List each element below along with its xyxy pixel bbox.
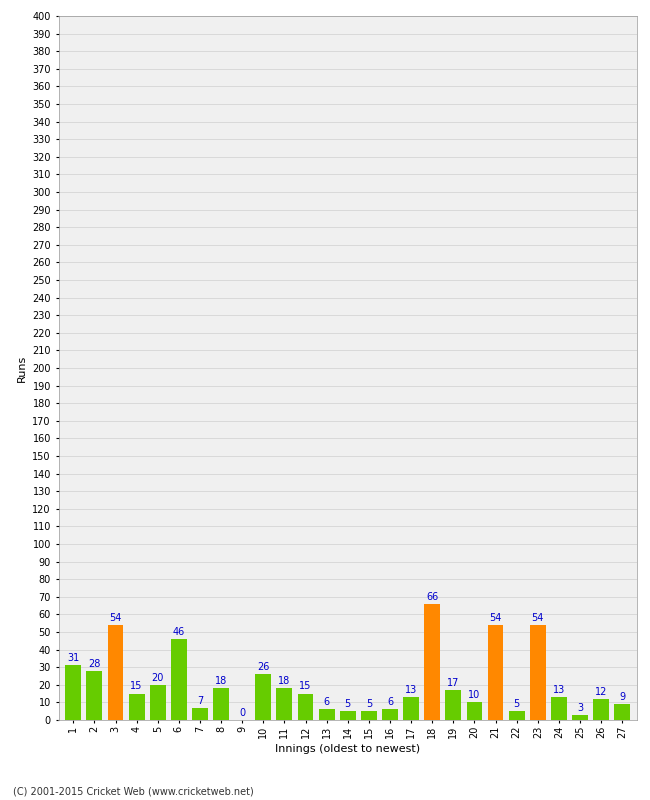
Text: 13: 13 (405, 685, 417, 695)
Text: 15: 15 (300, 682, 312, 691)
Bar (298, 694, 313, 720)
Text: 13: 13 (552, 685, 565, 695)
Bar (66, 666, 81, 720)
Bar (171, 639, 187, 720)
Text: 31: 31 (67, 654, 79, 663)
Bar (276, 688, 292, 720)
Text: 17: 17 (447, 678, 460, 688)
Text: 54: 54 (489, 613, 502, 623)
Bar (593, 699, 609, 720)
Text: 26: 26 (257, 662, 270, 672)
Bar (361, 711, 377, 720)
Text: 6: 6 (387, 698, 393, 707)
Text: 9: 9 (619, 692, 625, 702)
Text: 5: 5 (344, 699, 351, 709)
Text: 6: 6 (324, 698, 330, 707)
Text: 66: 66 (426, 592, 438, 602)
Text: 46: 46 (173, 627, 185, 637)
Text: 28: 28 (88, 658, 101, 669)
Bar (424, 604, 440, 720)
Y-axis label: Runs: Runs (17, 354, 27, 382)
Bar (551, 697, 567, 720)
Text: 54: 54 (109, 613, 122, 623)
Bar (192, 708, 208, 720)
Bar (445, 690, 462, 720)
Bar (150, 685, 166, 720)
Bar (530, 625, 546, 720)
Text: 20: 20 (151, 673, 164, 682)
Text: 5: 5 (366, 699, 372, 709)
Bar (382, 710, 398, 720)
Bar (509, 711, 525, 720)
Bar (129, 694, 144, 720)
Text: (C) 2001-2015 Cricket Web (www.cricketweb.net): (C) 2001-2015 Cricket Web (www.cricketwe… (13, 786, 254, 796)
Bar (403, 697, 419, 720)
Text: 10: 10 (468, 690, 480, 700)
Text: 7: 7 (197, 695, 203, 706)
Bar (86, 670, 102, 720)
Bar (255, 674, 271, 720)
Text: 18: 18 (215, 676, 227, 686)
Bar (213, 688, 229, 720)
Bar (488, 625, 504, 720)
Text: 3: 3 (577, 702, 583, 713)
Text: 0: 0 (239, 708, 245, 718)
Bar (572, 714, 588, 720)
Bar (340, 711, 356, 720)
Text: 15: 15 (131, 682, 143, 691)
Text: 18: 18 (278, 676, 291, 686)
Text: 12: 12 (595, 686, 607, 697)
Bar (318, 710, 335, 720)
Text: 5: 5 (514, 699, 520, 709)
Bar (614, 704, 630, 720)
Bar (467, 702, 482, 720)
X-axis label: Innings (oldest to newest): Innings (oldest to newest) (275, 744, 421, 754)
Bar (108, 625, 124, 720)
Text: 54: 54 (532, 613, 544, 623)
